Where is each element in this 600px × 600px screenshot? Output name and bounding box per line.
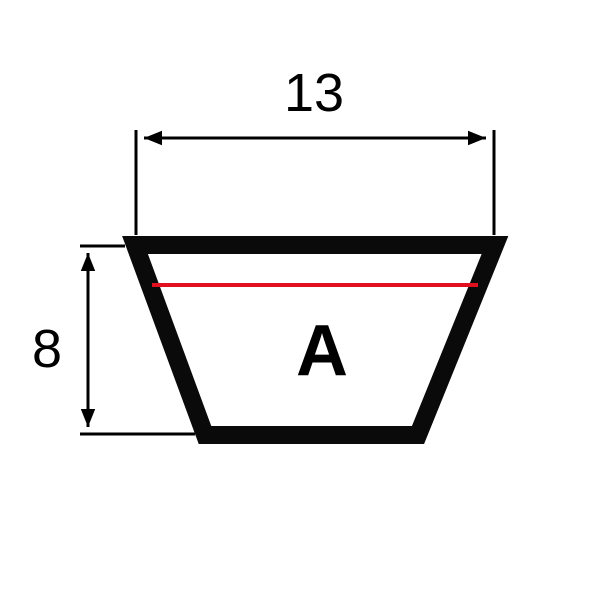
width-dimension-label: 13: [284, 62, 344, 124]
belt-profile-diagram: 13 8 A: [0, 0, 600, 600]
height-arrowhead-top: [81, 253, 95, 271]
height-dimension-label: 8: [32, 318, 62, 380]
width-arrowhead-left: [144, 131, 162, 145]
width-arrowhead-right: [468, 131, 486, 145]
belt-profile-letter: A: [296, 310, 348, 392]
height-arrowhead-bottom: [81, 409, 95, 427]
